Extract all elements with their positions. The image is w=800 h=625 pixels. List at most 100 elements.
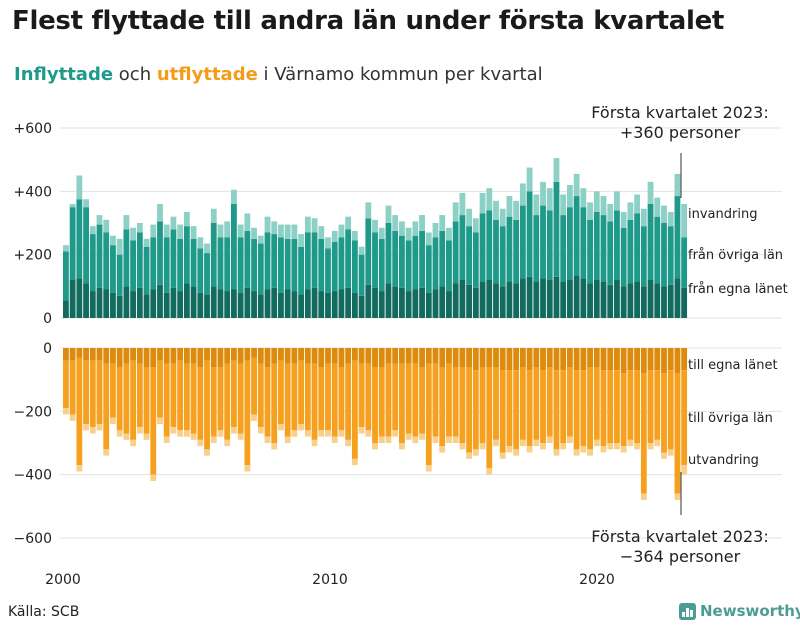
bar-in-2	[358, 246, 365, 255]
bar-out-2	[291, 430, 298, 437]
bar-out-0	[654, 348, 661, 371]
bar-out-2	[452, 436, 459, 443]
bar-in-2	[204, 243, 210, 254]
bar-in-0	[163, 292, 170, 318]
bar-in-2	[89, 226, 96, 235]
bar-in-2	[412, 221, 419, 236]
bar-in-0	[89, 291, 96, 318]
bar-in-2	[472, 218, 479, 233]
bar-out-1	[63, 360, 69, 409]
bar-in-1	[89, 234, 96, 292]
x-tick: 2010	[312, 572, 348, 588]
series-label-in: från övriga län	[688, 248, 783, 263]
bar-out-1	[432, 363, 439, 437]
bar-in-2	[614, 191, 620, 211]
bar-out-0	[620, 348, 627, 374]
bar-in-2	[419, 215, 425, 231]
bar-in-1	[647, 204, 654, 280]
series-label-out: utvandring	[688, 453, 759, 468]
bar-in-0	[291, 291, 298, 318]
bar-out-0	[479, 348, 486, 367]
bar-in-1	[459, 215, 466, 280]
bar-out-1	[513, 370, 520, 450]
bar-out-0	[372, 348, 378, 367]
bar-in-0	[284, 289, 291, 318]
bar-out-1	[580, 370, 587, 447]
brand[interactable]: Newsworthy	[679, 602, 800, 620]
bar-in-0	[83, 283, 89, 318]
bar-in-2	[76, 175, 83, 200]
bar-out-2	[466, 452, 473, 459]
bar-in-1	[284, 238, 291, 290]
bar-in-1	[614, 210, 620, 280]
bar-in-1	[526, 191, 533, 277]
bar-in-1	[587, 219, 593, 284]
bar-in-2	[284, 224, 291, 239]
bar-in-0	[499, 286, 506, 318]
bar-in-1	[573, 196, 580, 276]
bar-out-2	[560, 443, 567, 450]
bar-out-1	[231, 360, 237, 428]
bar-out-2	[170, 427, 177, 434]
x-tick: 2000	[45, 572, 81, 588]
bar-in-0	[419, 287, 425, 318]
bar-in-1	[479, 213, 486, 282]
bar-in-1	[553, 181, 560, 277]
bar-out-2	[493, 439, 499, 447]
bar-out-2	[130, 439, 137, 447]
bar-in-1	[560, 215, 567, 282]
bar-out-1	[345, 363, 352, 440]
series-label-in: från egna länet	[688, 282, 788, 297]
bar-in-1	[661, 223, 667, 287]
bar-in-0	[345, 287, 352, 318]
bar-out-1	[614, 370, 620, 443]
bar-out-0	[110, 348, 116, 364]
bar-in-2	[399, 221, 405, 236]
bar-in-1	[640, 226, 647, 287]
bar-in-2	[573, 173, 580, 197]
bar-out-1	[251, 357, 257, 415]
bar-out-2	[83, 424, 89, 431]
bar-out-0	[667, 348, 674, 371]
bar-out-1	[136, 363, 143, 428]
bar-in-0	[157, 284, 163, 318]
bar-in-2	[136, 223, 143, 233]
bar-out-0	[224, 348, 231, 364]
bar-out-2	[210, 436, 217, 443]
bar-in-1	[210, 223, 217, 287]
bar-in-2	[150, 224, 157, 238]
bar-out-0	[378, 348, 385, 367]
bar-in-2	[116, 238, 123, 255]
bar-in-1	[338, 237, 345, 290]
bar-out-2	[257, 427, 264, 434]
bar-in-1	[257, 243, 264, 295]
bar-in-2	[593, 191, 600, 212]
bar-in-2	[378, 227, 385, 239]
bar-out-0	[526, 348, 533, 371]
bar-in-2	[278, 224, 284, 238]
bar-out-0	[573, 348, 580, 371]
bar-in-2	[177, 224, 184, 239]
bar-out-2	[103, 449, 110, 456]
chart-title: Flest flyttade till andra län under förs…	[12, 6, 725, 36]
bar-in-0	[580, 278, 587, 318]
bar-in-0	[318, 291, 325, 318]
bar-in-0	[69, 280, 76, 318]
bar-in-2	[291, 224, 298, 239]
bar-out-1	[183, 363, 190, 431]
bar-out-1	[284, 363, 291, 437]
bar-in-2	[251, 227, 257, 239]
bar-out-2	[620, 446, 627, 453]
series-label-out: till övriga län	[688, 411, 773, 426]
bar-out-0	[231, 348, 237, 361]
bar-in-1	[600, 215, 607, 282]
bar-in-2	[311, 218, 318, 233]
y-tick-bottom: −400	[14, 468, 52, 484]
bar-in-0	[540, 278, 546, 318]
bar-out-1	[69, 360, 76, 415]
bar-in-0	[136, 287, 143, 318]
bar-out-2	[432, 436, 439, 443]
bar-out-0	[392, 348, 399, 364]
bar-in-2	[392, 215, 399, 231]
bar-in-0	[573, 275, 580, 318]
